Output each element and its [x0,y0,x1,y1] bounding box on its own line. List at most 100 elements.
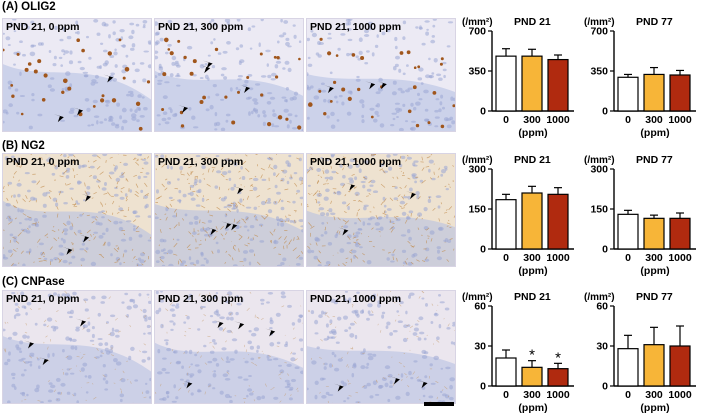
nucleus [269,317,273,322]
nucleus [351,249,357,254]
nucleus [30,196,36,201]
nucleus [311,32,317,38]
stained-process [99,171,104,175]
stained-process [43,255,45,258]
nucleus [112,20,116,24]
nucleus [147,40,151,44]
arrowhead-icon [206,227,217,236]
stained-process [265,213,268,216]
nucleus [348,297,352,301]
nucleus [348,177,354,181]
stained-process [63,222,67,227]
nucleus [11,372,16,376]
nucleus [271,72,277,77]
x-tick-label: 1000 [668,114,692,126]
nucleus [411,120,416,123]
nucleus [267,74,272,79]
nucleus [433,58,438,63]
nucleus [214,128,218,131]
nucleus [449,377,455,382]
nucleus [267,209,273,214]
nucleus [19,209,24,213]
x-tick-label: 300 [645,252,663,264]
nucleus [328,208,333,213]
stained-process [182,218,185,221]
nucleus [14,88,19,92]
nucleus [228,177,232,181]
stained-process [207,168,210,173]
stained-process [325,312,328,315]
nucleus [386,321,391,326]
nucleus [253,327,260,332]
stained-process [368,235,370,238]
stained-process [86,229,91,234]
stained-process [284,393,287,397]
nucleus [398,163,403,168]
stained-nucleus [341,87,346,92]
nucleus [171,400,177,403]
nucleus [285,341,288,346]
nucleus [248,261,252,266]
nucleus [160,323,164,329]
nucleus [8,103,13,108]
nucleus [378,77,383,82]
nucleus [170,328,174,331]
stained-nucleus [277,115,283,120]
nucleus [332,330,337,336]
nucleus [405,391,410,397]
stained-process [415,217,418,221]
nucleus [381,31,386,36]
stained-process [143,343,147,346]
nucleus [388,166,393,171]
nucleus [200,264,206,266]
stained-process [80,264,83,266]
stained-process [100,201,102,205]
stained-process [112,200,115,205]
nucleus [26,393,29,397]
nucleus [12,263,17,266]
stained-process [399,167,402,169]
stained-process [318,194,321,196]
nucleus [438,108,442,113]
nucleus [80,367,85,372]
stained-nucleus [118,38,122,42]
nucleus [74,31,78,34]
nucleus [226,21,230,25]
nucleus [204,63,208,66]
stained-process [326,315,330,318]
stained-process [404,219,408,224]
stained-process [114,368,116,371]
nucleus [47,293,53,298]
stained-process [82,326,85,330]
nucleus [395,296,400,300]
nucleus [410,376,414,380]
stained-process [184,334,187,337]
nucleus [399,200,406,205]
nucleus [365,366,369,369]
nucleus [98,342,103,347]
stained-process [429,177,433,180]
stained-process [230,330,233,334]
nucleus [159,37,164,42]
nucleus [389,380,393,385]
nucleus [101,232,106,236]
stained-process [335,336,337,338]
nucleus [169,73,174,78]
stained-process [270,388,273,390]
nucleus [449,384,453,390]
nucleus [62,239,66,244]
stained-process [348,395,352,397]
nucleus [232,203,236,207]
nucleus [60,253,65,256]
nucleus [76,400,79,403]
nucleus [238,88,241,92]
nucleus [448,396,454,401]
nucleus [216,170,222,174]
x-axis-label: (ppm) [640,127,669,139]
nucleus [197,188,202,194]
x-tick-label: 1000 [668,389,692,401]
stained-process [436,339,440,343]
stained-process [307,169,311,174]
arrowhead-icon [73,107,84,116]
stained-process [280,371,283,374]
